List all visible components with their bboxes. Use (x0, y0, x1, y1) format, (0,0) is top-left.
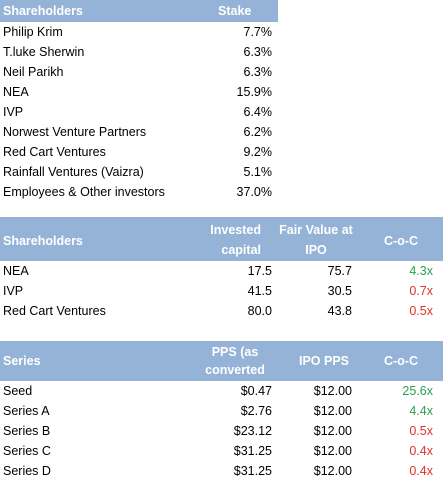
invested-capital-value: 80.0 (247, 304, 272, 318)
ipo-pps-value: $12.00 (313, 384, 352, 398)
coc-value: 0.5x (409, 424, 433, 438)
ipo-pps-value: $12.00 (313, 404, 352, 418)
header-shareholders: Shareholders (3, 234, 83, 248)
table-row: Series C $31.25 $12.00 0.4x (0, 441, 443, 461)
table-row: Rainfall Ventures (Vaizra) 5.1% (0, 162, 278, 182)
header-stake: Stake (218, 4, 252, 18)
shareholder-name: NEA (3, 264, 29, 278)
header-invested-capital-line2: capital (221, 243, 261, 257)
header-pps-line1: PPS (as (211, 345, 259, 359)
series-name: Series C (3, 444, 51, 458)
fair-value-value: 30.5 (327, 284, 352, 298)
table-row: Neil Parikh 6.3% (0, 62, 278, 82)
stake-value: 9.2% (243, 145, 273, 159)
shareholder-name: T.luke Sherwin (3, 45, 85, 59)
fair-value-value: 75.7 (327, 264, 352, 278)
coc-value: 25.6x (402, 384, 433, 398)
header-coc: C-o-C (383, 354, 418, 368)
ipo-pps-value: $12.00 (313, 464, 352, 478)
series-returns-header: Series PPS (as converted IPO PPS C-o-C (0, 341, 443, 381)
stake-value: 37.0% (236, 185, 272, 199)
shareholder-name: Employees & Other investors (3, 185, 165, 199)
coc-value: 0.4x (409, 444, 433, 458)
header-fair-value-line2: IPO (305, 243, 327, 257)
header-ipo-pps: IPO PPS (298, 354, 350, 368)
coc-value: 4.4x (409, 404, 433, 418)
header-series: Series (3, 354, 41, 368)
header-fair-value-line1: Fair Value at (279, 223, 353, 237)
table-row: IVP 6.4% (0, 102, 278, 122)
table-row: NEA 17.5 75.7 4.3x (0, 261, 443, 281)
stake-value: 6.4% (243, 105, 273, 119)
coc-value: 0.7x (409, 284, 433, 298)
shareholder-name: Rainfall Ventures (Vaizra) (3, 165, 144, 179)
series-name: Seed (3, 384, 33, 398)
stake-value: 5.1% (243, 165, 273, 179)
series-name: Series D (3, 464, 51, 478)
header-shareholders: Shareholders (3, 4, 83, 18)
table-row: Red Cart Ventures 80.0 43.8 0.5x (0, 301, 443, 321)
coc-value: 0.5x (409, 304, 433, 318)
header-pps-line2: converted (205, 363, 265, 377)
shareholder-name: Red Cart Ventures (3, 145, 106, 159)
ipo-pps-value: $12.00 (313, 444, 352, 458)
pps-value: $2.76 (240, 404, 272, 418)
coc-value: 4.3x (409, 264, 433, 278)
shareholder-name: NEA (3, 85, 29, 99)
invested-capital-value: 41.5 (247, 284, 272, 298)
series-name: Series A (3, 404, 50, 418)
shareholder-name: Neil Parikh (3, 65, 64, 79)
table-row: IVP 41.5 30.5 0.7x (0, 281, 443, 301)
table-row: NEA 15.9% (0, 82, 278, 102)
table-row: Series B $23.12 $12.00 0.5x (0, 421, 443, 441)
pps-value: $0.47 (240, 384, 272, 398)
series-name: Series B (3, 424, 51, 438)
stake-value: 6.3% (243, 45, 273, 59)
pps-value: $31.25 (233, 464, 272, 478)
table-row: Norwest Venture Partners 6.2% (0, 122, 278, 142)
table-row: Red Cart Ventures 9.2% (0, 142, 278, 162)
investor-returns-header: Shareholders Invested capital Fair Value… (0, 217, 443, 261)
table-row: Series D $31.25 $12.00 0.4x (0, 461, 443, 481)
shareholder-name: IVP (3, 284, 24, 298)
table-row: Seed $0.47 $12.00 25.6x (0, 381, 443, 401)
table-row: T.luke Sherwin 6.3% (0, 42, 278, 62)
coc-value: 0.4x (409, 464, 433, 478)
invested-capital-value: 17.5 (247, 264, 272, 278)
shareholder-name: IVP (3, 105, 24, 119)
pps-value: $23.12 (233, 424, 272, 438)
table-row: Philip Krim 7.7% (0, 22, 278, 42)
shareholder-name: Philip Krim (3, 25, 63, 39)
stake-value: 7.7% (243, 25, 273, 39)
table-row: Employees & Other investors 37.0% (0, 182, 278, 202)
ipo-pps-value: $12.00 (313, 424, 352, 438)
shareholder-name: Red Cart Ventures (3, 304, 106, 318)
stake-value: 6.2% (243, 125, 273, 139)
stake-value: 15.9% (236, 85, 272, 99)
stake-value: 6.3% (243, 65, 273, 79)
header-invested-capital-line1: Invested (210, 223, 261, 237)
fair-value-value: 43.8 (327, 304, 352, 318)
shareholder-name: Norwest Venture Partners (3, 125, 147, 139)
pps-value: $31.25 (233, 444, 272, 458)
table-row: Series A $2.76 $12.00 4.4x (0, 401, 443, 421)
stake-table-header: Shareholders Stake (0, 0, 278, 22)
header-coc: C-o-C (383, 234, 418, 248)
